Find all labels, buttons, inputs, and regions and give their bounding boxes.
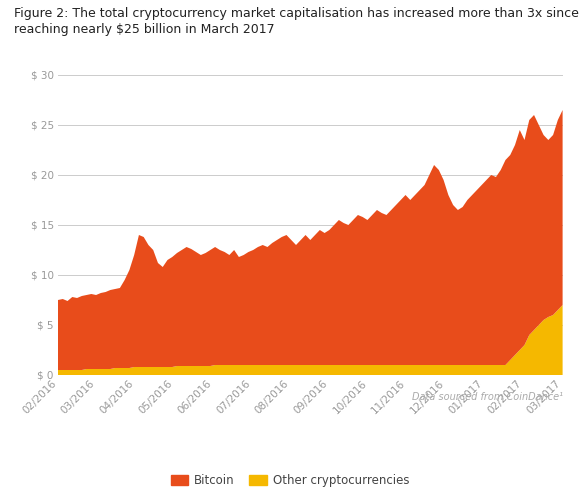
- Legend: Bitcoin, Other cryptocurrencies: Bitcoin, Other cryptocurrencies: [166, 469, 414, 492]
- Text: Data sourced from CoinDance¹: Data sourced from CoinDance¹: [412, 392, 563, 402]
- Text: reaching nearly $25 billion in March 2017: reaching nearly $25 billion in March 201…: [14, 22, 275, 36]
- Text: Figure 2: The total cryptocurrency market capitalisation has increased more than: Figure 2: The total cryptocurrency marke…: [14, 8, 580, 20]
